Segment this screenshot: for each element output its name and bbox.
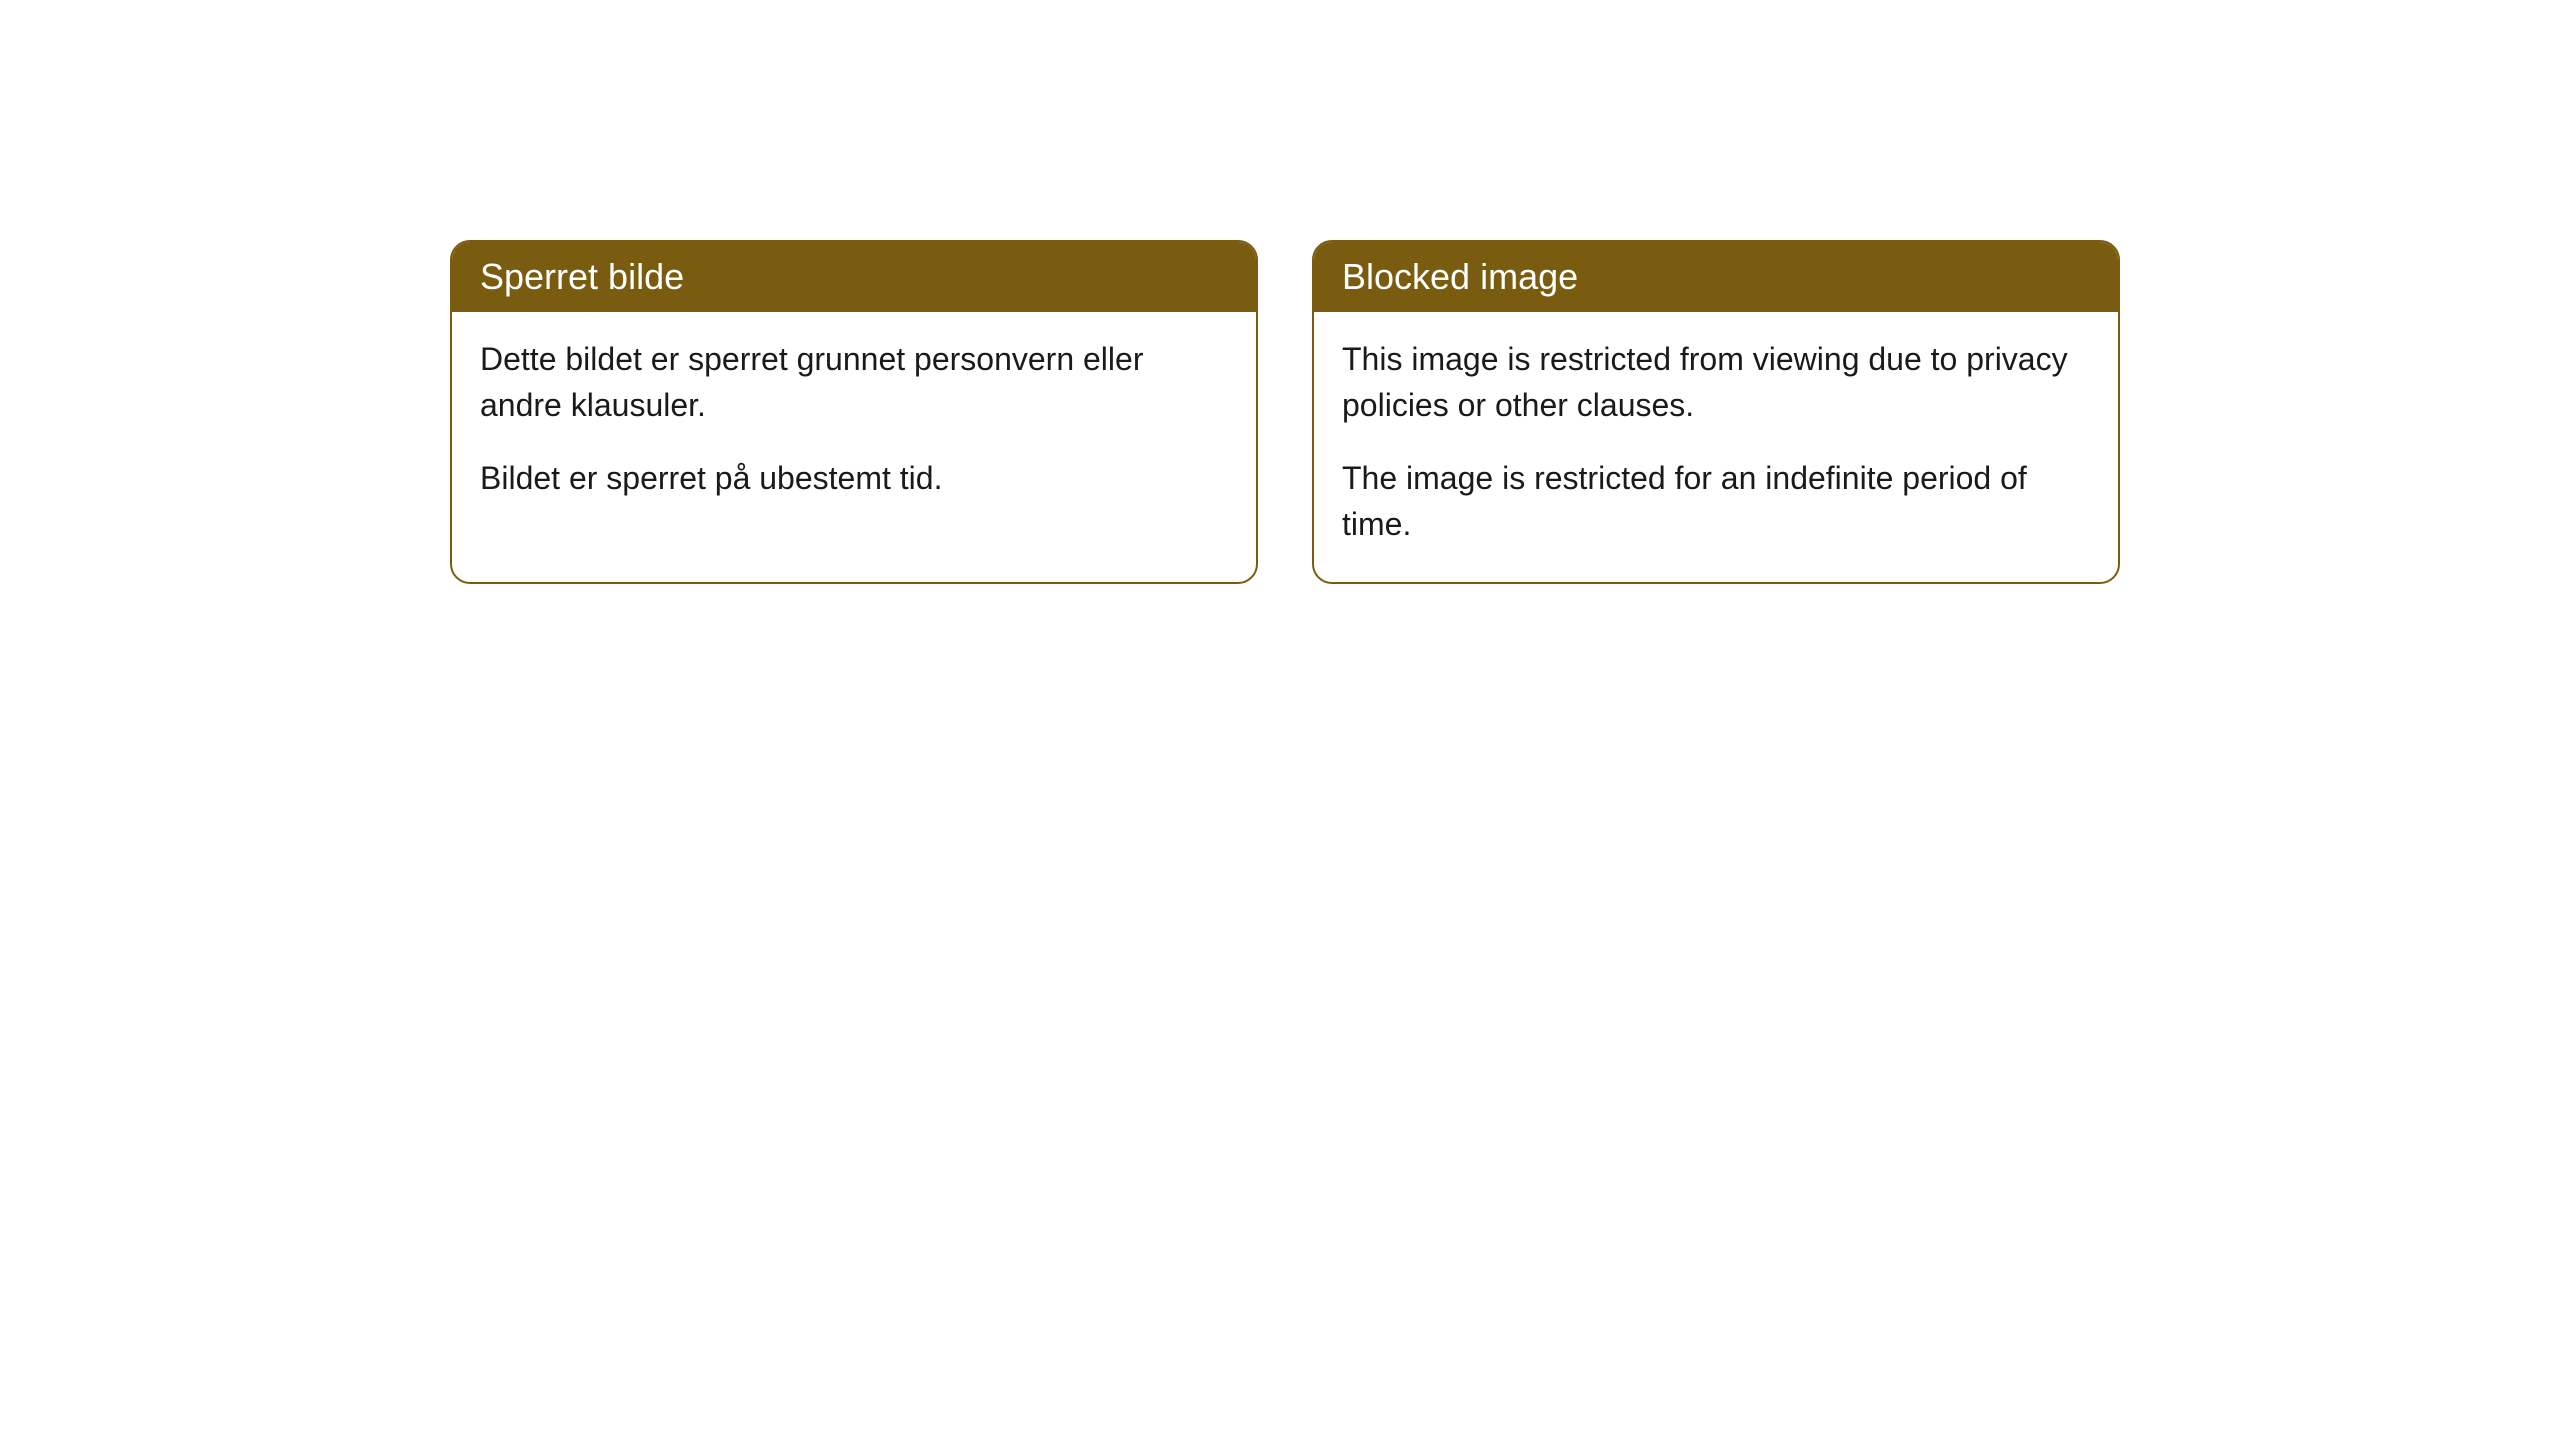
alert-cards-container: Sperret bilde Dette bildet er sperret gr…: [450, 240, 2120, 584]
card-title: Blocked image: [1342, 256, 1578, 297]
card-body: Dette bildet er sperret grunnet personve…: [452, 312, 1256, 535]
alert-card-norwegian: Sperret bilde Dette bildet er sperret gr…: [450, 240, 1258, 584]
card-paragraph: The image is restricted for an indefinit…: [1342, 455, 2090, 548]
card-body: This image is restricted from viewing du…: [1314, 312, 2118, 582]
card-paragraph: Dette bildet er sperret grunnet personve…: [480, 336, 1228, 429]
card-paragraph: Bildet er sperret på ubestemt tid.: [480, 455, 1228, 501]
card-paragraph: This image is restricted from viewing du…: [1342, 336, 2090, 429]
card-title: Sperret bilde: [480, 256, 684, 297]
card-header: Blocked image: [1314, 242, 2118, 312]
alert-card-english: Blocked image This image is restricted f…: [1312, 240, 2120, 584]
card-header: Sperret bilde: [452, 242, 1256, 312]
